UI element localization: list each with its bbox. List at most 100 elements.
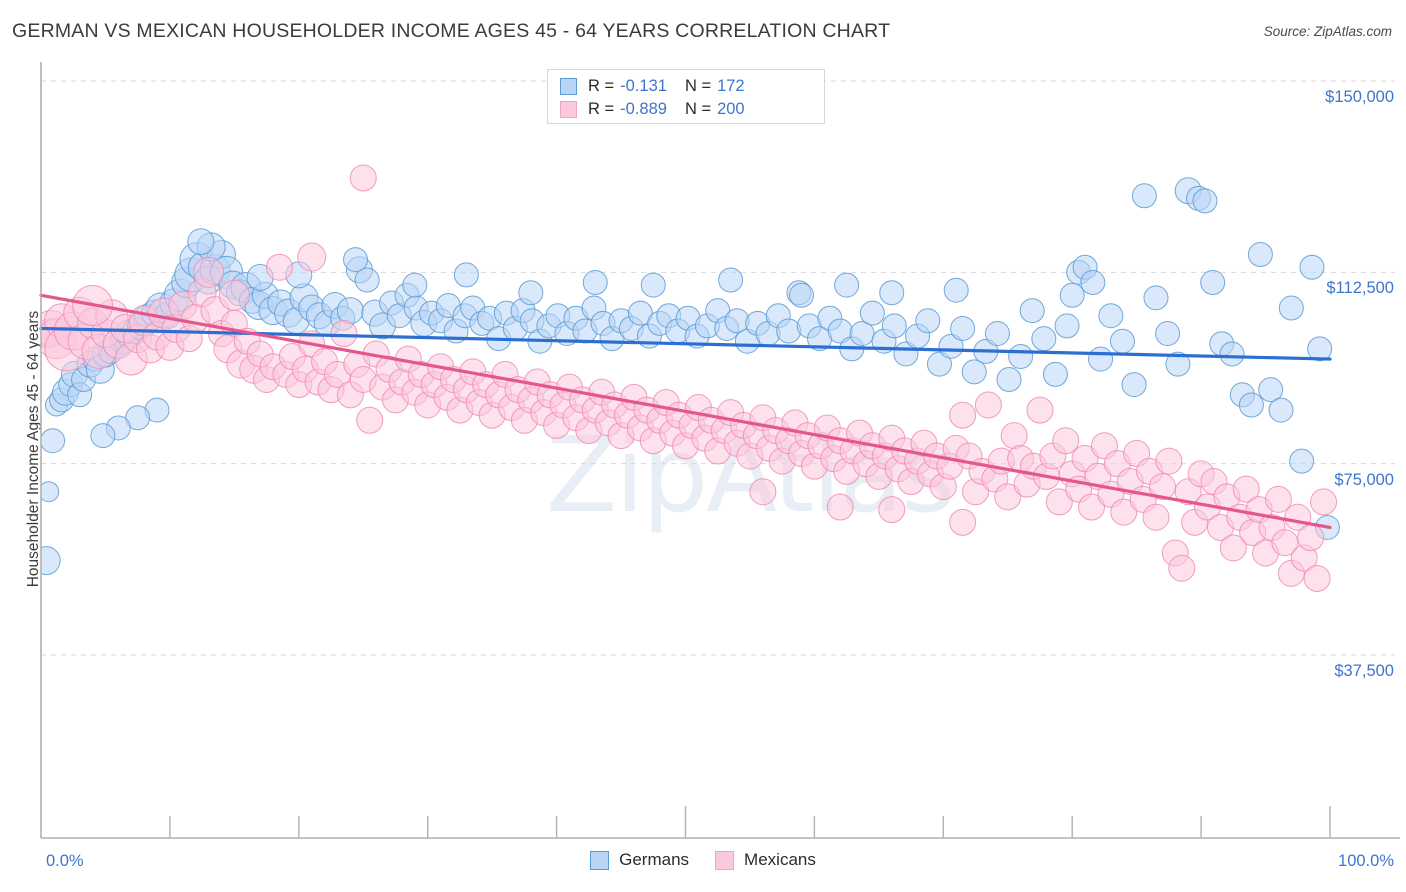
n-label-germans: N =	[684, 77, 712, 95]
legend-item-germans[interactable]: Germans	[590, 850, 689, 870]
data-point	[627, 300, 653, 326]
data-point	[518, 280, 544, 306]
data-point	[354, 267, 380, 293]
data-point	[1131, 183, 1157, 209]
data-point	[1054, 313, 1080, 339]
data-point	[1238, 392, 1264, 418]
trendline-mexicans	[39, 293, 1332, 530]
r-label-germans: R =	[588, 77, 615, 95]
data-point	[1299, 254, 1325, 280]
data-point	[1289, 448, 1315, 474]
data-point	[1098, 303, 1124, 329]
mexicans-legend-swatch-icon	[715, 850, 735, 870]
data-point	[1278, 295, 1304, 321]
data-point	[41, 546, 61, 576]
page-title: GERMAN VS MEXICAN HOUSEHOLDER INCOME AGE…	[12, 20, 891, 42]
n-value-germans: 172	[717, 77, 745, 95]
data-point	[218, 279, 250, 311]
data-point	[949, 401, 977, 429]
data-point	[1168, 554, 1196, 582]
data-point	[356, 406, 384, 434]
stats-row-mexicans: R = -0.889 N = 200	[560, 98, 814, 121]
data-point	[1142, 503, 1170, 531]
x-axis-ticks	[169, 806, 1331, 838]
y-tick-label-1: $112,500	[1326, 279, 1394, 298]
n-value-mexicans: 200	[717, 100, 745, 118]
data-point	[1148, 473, 1176, 501]
data-point	[1059, 282, 1085, 308]
germans-legend-swatch-icon	[590, 850, 610, 870]
data-point	[974, 391, 1002, 419]
data-point	[125, 405, 151, 431]
data-point	[1297, 524, 1325, 552]
r-value-mexicans: -0.889	[620, 100, 667, 118]
data-point	[41, 481, 60, 503]
x-axis-min-label: 0.0%	[46, 852, 84, 870]
mexicans-swatch-icon	[560, 101, 577, 118]
correlation-stats-legend: R = -0.131 N = 172 R = -0.889 N = 200	[547, 69, 825, 124]
data-point	[265, 253, 293, 281]
series-legend: Germans Mexicans	[0, 850, 1406, 870]
data-point	[187, 228, 215, 256]
data-point	[1000, 422, 1028, 450]
data-point	[1026, 396, 1054, 424]
data-point	[984, 321, 1010, 347]
stats-row-germans: R = -0.131 N = 172	[560, 75, 814, 98]
mexicans-legend-label: Mexicans	[744, 850, 816, 869]
data-point	[834, 272, 860, 298]
data-point	[1042, 361, 1068, 387]
x-axis-max-label: 100.0%	[1338, 852, 1394, 870]
data-point	[1247, 241, 1273, 267]
data-point	[938, 333, 964, 359]
data-point	[1155, 321, 1181, 347]
data-point	[1110, 498, 1138, 526]
germans-swatch-icon	[560, 78, 577, 95]
data-point	[996, 366, 1022, 392]
germans-legend-label: Germans	[619, 850, 690, 869]
data-point	[1143, 285, 1169, 311]
scatter-series-germans	[41, 177, 1340, 576]
data-point	[1307, 336, 1333, 362]
data-point	[640, 272, 666, 298]
n-label-mexicans: N =	[684, 100, 712, 118]
data-point	[718, 267, 744, 293]
data-point	[879, 280, 905, 306]
data-point	[1080, 270, 1106, 296]
data-point	[1088, 346, 1114, 372]
data-point	[402, 272, 428, 298]
data-point	[1031, 326, 1057, 352]
data-point	[349, 164, 377, 192]
data-point	[881, 313, 907, 339]
y-tick-label-2: $75,000	[1334, 470, 1394, 489]
data-point	[826, 493, 854, 521]
data-point	[1008, 344, 1034, 370]
data-point	[343, 247, 369, 273]
data-point	[1052, 427, 1080, 455]
data-point	[1109, 328, 1135, 354]
data-point	[1232, 475, 1260, 503]
data-point	[1200, 270, 1226, 296]
data-point	[859, 300, 885, 326]
data-point	[336, 297, 364, 325]
scatter-series-mexicans	[41, 164, 1338, 592]
data-point	[1310, 488, 1338, 516]
data-point	[950, 315, 976, 341]
data-point	[297, 242, 327, 272]
data-point	[330, 320, 358, 348]
data-point	[943, 277, 969, 303]
data-point	[1264, 485, 1292, 513]
data-point	[789, 282, 815, 308]
data-point	[915, 308, 941, 334]
legend-item-mexicans[interactable]: Mexicans	[715, 850, 816, 870]
data-point	[776, 318, 802, 344]
data-point	[193, 256, 225, 288]
data-point	[582, 270, 608, 296]
y-tick-label-0: $150,000	[1325, 88, 1394, 106]
data-point	[1045, 488, 1073, 516]
data-point	[1155, 447, 1183, 475]
data-point	[1303, 564, 1331, 592]
data-point	[90, 423, 116, 449]
data-point	[1192, 188, 1218, 214]
data-point	[453, 262, 479, 288]
